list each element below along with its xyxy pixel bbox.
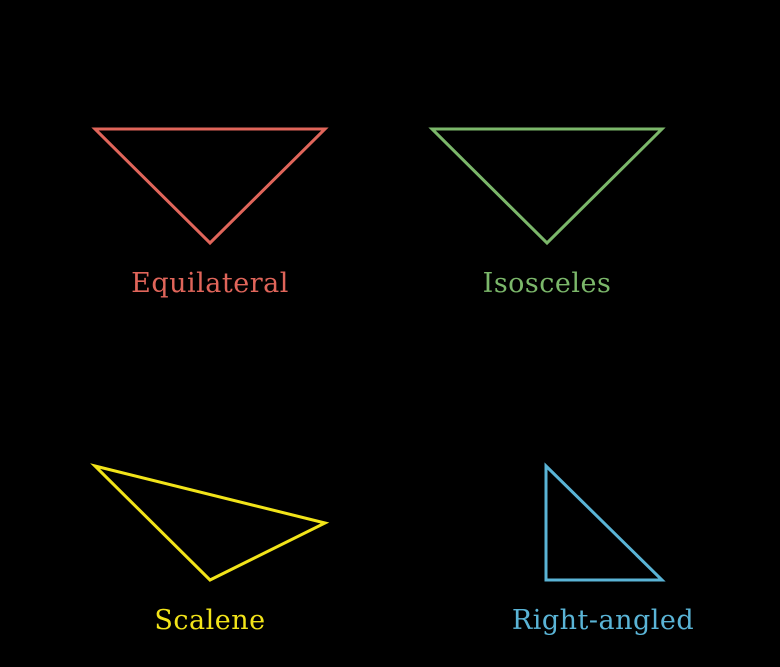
- isosceles-label: Isosceles: [482, 268, 612, 299]
- equilateral-triangle: [91, 127, 329, 246]
- scalene-triangle: [90, 463, 330, 582]
- right-angled-label: Right-angled: [511, 605, 695, 636]
- isosceles-triangle: [428, 127, 666, 246]
- scalene-label: Scalene: [154, 605, 266, 636]
- equilateral-label: Equilateral: [131, 268, 289, 299]
- right-angled-triangle: [544, 462, 666, 582]
